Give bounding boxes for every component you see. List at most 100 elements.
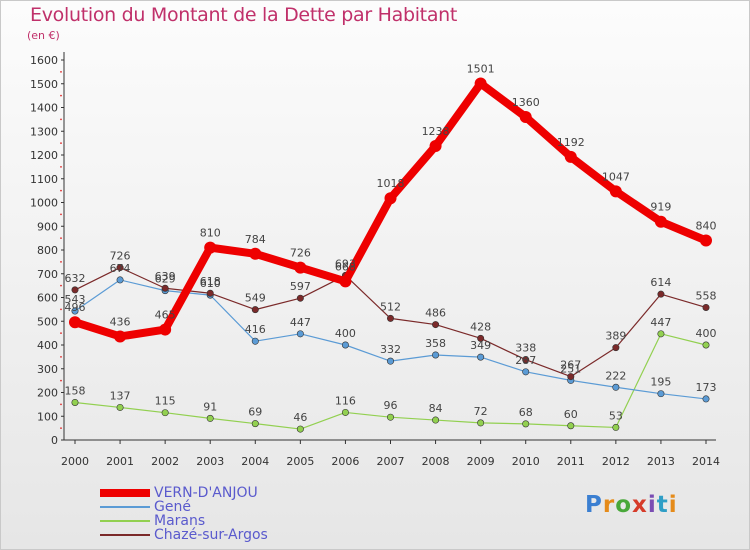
- data-label: 486: [425, 307, 446, 320]
- x-tick-label: 2008: [422, 455, 450, 468]
- data-label: 629: [155, 273, 176, 286]
- data-point: [612, 344, 620, 352]
- data-point: [564, 150, 577, 163]
- data-point: [251, 420, 259, 428]
- legend-swatch: [100, 488, 150, 497]
- logo-letter: x: [632, 492, 648, 518]
- data-point: [522, 368, 530, 376]
- data-point: [657, 390, 665, 398]
- data-point: [386, 314, 394, 322]
- x-tick-label: 2000: [61, 455, 89, 468]
- data-point: [609, 185, 622, 198]
- data-point: [204, 241, 217, 254]
- legend-swatch: [100, 533, 150, 536]
- x-tick-label: 2002: [151, 455, 179, 468]
- data-point: [522, 420, 530, 428]
- y-tick-label: 100: [37, 410, 58, 423]
- data-label: 173: [696, 381, 717, 394]
- data-point: [522, 356, 530, 364]
- data-point: [702, 303, 710, 311]
- data-label: 389: [605, 330, 626, 343]
- data-point: [700, 234, 712, 247]
- data-label: 632: [65, 272, 86, 285]
- data-label: 1018: [377, 177, 405, 190]
- data-label: 338: [515, 342, 536, 355]
- data-label: 558: [696, 289, 717, 302]
- data-point: [657, 290, 665, 298]
- y-tick-label: 1500: [30, 78, 58, 91]
- y-minor-tick: [60, 403, 62, 406]
- x-tick-label: 2005: [286, 455, 314, 468]
- data-label: 726: [290, 247, 311, 260]
- data-label: 428: [470, 320, 491, 333]
- data-point: [161, 409, 169, 417]
- data-point: [477, 334, 485, 342]
- y-minor-tick: [60, 118, 62, 121]
- chart-subtitle: (en €): [27, 29, 60, 42]
- data-point: [384, 192, 397, 205]
- data-point: [477, 419, 485, 427]
- data-label: 358: [425, 337, 446, 350]
- y-minor-tick: [60, 165, 62, 168]
- legend-item: Gené: [100, 498, 191, 515]
- data-label: 222: [605, 369, 626, 382]
- x-tick-label: 2007: [377, 455, 405, 468]
- data-point: [296, 425, 304, 433]
- y-tick-label: 500: [37, 315, 58, 328]
- data-point: [161, 284, 169, 292]
- chart-title: Evolution du Montant de la Dette par Hab…: [30, 4, 458, 26]
- legend-item: Marans: [100, 513, 205, 529]
- y-tick-label: 300: [37, 363, 58, 376]
- y-minor-tick: [60, 427, 62, 430]
- data-label: 69: [248, 406, 262, 419]
- x-tick-label: 2001: [106, 455, 134, 468]
- data-label: 840: [696, 220, 717, 233]
- data-label: 614: [650, 276, 671, 289]
- data-point: [567, 373, 575, 381]
- y-minor-tick: [60, 379, 62, 382]
- data-label: 400: [335, 327, 356, 340]
- data-label: 84: [429, 402, 443, 415]
- data-label: 674: [110, 262, 131, 275]
- legend-label: Chazé-sur-Argos: [154, 526, 268, 543]
- data-point: [432, 351, 440, 359]
- data-label: 610: [200, 277, 221, 290]
- data-point: [386, 413, 394, 421]
- logo-letter: o: [615, 492, 633, 518]
- logo-letter: r: [602, 492, 616, 518]
- data-point: [429, 139, 442, 152]
- data-label: 349: [470, 339, 491, 352]
- legend-swatch: [100, 505, 150, 508]
- data-label: 332: [380, 343, 401, 356]
- data-label: 53: [609, 409, 623, 422]
- data-point: [69, 316, 81, 329]
- data-label: 447: [290, 316, 311, 329]
- data-point: [612, 423, 620, 431]
- data-point: [702, 395, 710, 403]
- y-tick-label: 900: [37, 220, 58, 233]
- data-label: 251: [560, 362, 581, 375]
- y-tick-label: 1600: [30, 54, 58, 67]
- data-label: 597: [290, 280, 311, 293]
- y-tick-label: 1100: [30, 173, 58, 186]
- y-minor-tick: [60, 355, 62, 358]
- data-label: 137: [110, 389, 131, 402]
- data-point: [432, 416, 440, 424]
- data-label: 1047: [602, 170, 630, 183]
- data-point: [341, 408, 349, 416]
- data-label: 1238: [422, 125, 450, 138]
- data-label: 116: [335, 394, 356, 407]
- data-point: [519, 111, 532, 123]
- data-point: [654, 215, 667, 228]
- x-tick-label: 2014: [692, 455, 720, 468]
- data-point: [386, 357, 394, 365]
- data-point: [657, 330, 665, 338]
- data-point: [249, 247, 262, 260]
- data-point: [432, 321, 440, 329]
- data-point: [71, 286, 79, 294]
- y-minor-tick: [60, 189, 62, 192]
- data-point: [251, 337, 259, 345]
- legend-label: Gené: [154, 498, 191, 515]
- data-point: [116, 264, 124, 272]
- data-point: [159, 323, 172, 336]
